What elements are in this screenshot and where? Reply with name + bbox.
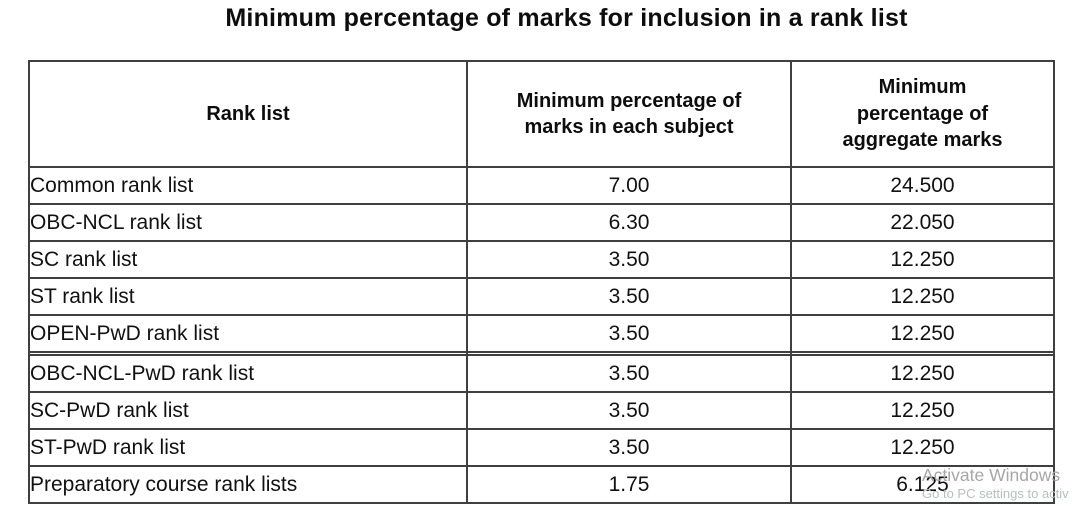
table-header-row: Rank list Minimum percentage of marks in… [28,60,1055,168]
split-gap-cell [466,351,792,356]
subject-minimum-value: 3.50 [466,314,792,353]
rank-list-name: OBC-NCL-PwD rank list [28,354,468,393]
aggregate-minimum-value: 24.500 [790,166,1055,205]
subject-minimum-value: 3.50 [466,428,792,467]
aggregate-minimum-value: 12.250 [790,391,1055,430]
column-header-aggregate-minimum: Minimum percentage of aggregate marks [790,60,1055,168]
subject-minimum-value: 3.50 [466,391,792,430]
column-header-subject-minimum: Minimum percentage of marks in each subj… [466,60,792,168]
rank-list-name: SC-PwD rank list [28,391,468,430]
aggregate-minimum-value: 12.250 [790,277,1055,316]
aggregate-minimum-value: 12.250 [790,354,1055,393]
rank-list-name: SC rank list [28,240,468,279]
table-row-sc-pwd: SC-PwD rank list 3.50 12.250 [28,391,1055,430]
aggregate-minimum-value: 12.250 [790,314,1055,353]
split-gap-cell [790,351,1055,356]
table-row-common: Common rank list 7.00 24.500 [28,166,1055,205]
rank-list-name: ST-PwD rank list [28,428,468,467]
page-title: Minimum percentage of marks for inclusio… [225,4,908,32]
table-row-open-pwd: OPEN-PwD rank list 3.50 12.250 [28,314,1055,353]
column-header-rank-list: Rank list [28,60,468,168]
rank-list-name: OPEN-PwD rank list [28,314,468,353]
aggregate-minimum-value: 12.250 [790,240,1055,279]
rank-list-name: OBC-NCL rank list [28,203,468,242]
table-row-st: ST rank list 3.50 12.250 [28,277,1055,316]
subject-minimum-value: 3.50 [466,240,792,279]
table-row-obc-ncl-pwd: OBC-NCL-PwD rank list 3.50 12.250 [28,354,1055,393]
rank-list-name: Preparatory course rank lists [28,465,468,504]
table-row-preparatory: Preparatory course rank lists 1.75 6.125 [28,465,1055,504]
table-page-split-gap [28,351,1055,356]
rank-list-table: Rank list Minimum percentage of marks in… [28,60,1055,504]
subject-minimum-value: 7.00 [466,166,792,205]
subject-minimum-value: 6.30 [466,203,792,242]
rank-list-name: Common rank list [28,166,468,205]
aggregate-minimum-value: 12.250 [790,428,1055,467]
table-row-obc-ncl: OBC-NCL rank list 6.30 22.050 [28,203,1055,242]
rank-list-name: ST rank list [28,277,468,316]
table-row-sc: SC rank list 3.50 12.250 [28,240,1055,279]
subject-minimum-value: 1.75 [466,465,792,504]
table-row-st-pwd: ST-PwD rank list 3.50 12.250 [28,428,1055,467]
subject-minimum-value: 3.50 [466,354,792,393]
aggregate-minimum-value: 6.125 [790,465,1055,504]
split-gap-cell [28,351,468,356]
aggregate-minimum-value: 22.050 [790,203,1055,242]
subject-minimum-value: 3.50 [466,277,792,316]
